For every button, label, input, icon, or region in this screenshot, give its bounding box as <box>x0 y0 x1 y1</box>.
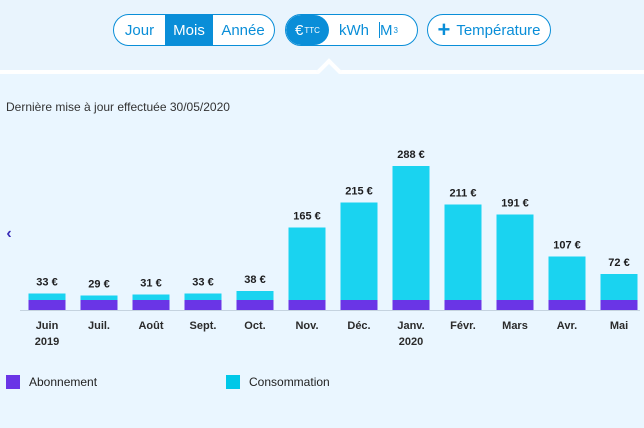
unit-separator <box>379 22 380 38</box>
bar-total-label-7: 288 € <box>397 149 425 161</box>
bar-consommation-11 <box>600 274 638 300</box>
unit-m3-sup: 3 <box>393 25 398 35</box>
bar-total-label-11: 72 € <box>608 257 629 269</box>
year-label-2020: 2020 <box>399 336 423 348</box>
bar-consommation-6 <box>340 202 378 300</box>
temperature-button[interactable]: + Température <box>427 14 551 46</box>
bar-consommation-7 <box>392 166 430 300</box>
temperature-label: Température <box>456 21 541 39</box>
unit-euro-label: € <box>295 21 304 39</box>
bar-abonnement-0 <box>28 300 66 310</box>
bar-consommation-5 <box>288 227 326 300</box>
bar-consommation-4 <box>236 291 274 300</box>
bar-abonnement-5 <box>288 300 326 310</box>
month-label-0: Juin <box>36 320 59 332</box>
plus-icon: + <box>437 17 451 42</box>
period-option-jour[interactable]: Jour <box>124 21 155 39</box>
period-option-mois[interactable]: Mois <box>165 15 213 45</box>
bar-consommation-2 <box>132 294 170 300</box>
bar-total-label-10: 107 € <box>553 240 581 252</box>
bar-total-label-6: 215 € <box>345 186 373 198</box>
bar-consommation-10 <box>548 256 586 300</box>
bar-consommation-3 <box>184 293 222 300</box>
legend-abonnement-label: Abonnement <box>29 375 98 389</box>
bar-abonnement-11 <box>600 300 638 310</box>
year-label-2019: 2019 <box>35 336 59 348</box>
month-label-2: Août <box>138 320 163 332</box>
bar-total-label-1: 29 € <box>88 279 109 291</box>
chevron-left-icon[interactable]: ‹ <box>6 225 12 242</box>
unit-option-kwh[interactable]: kWh <box>339 21 369 39</box>
bar-consommation-9 <box>496 214 534 300</box>
period-selector: Jour Mois Année <box>113 14 275 46</box>
legend-consommation[interactable]: Consommation <box>226 375 330 389</box>
bar-total-label-8: 211 € <box>450 188 477 200</box>
bar-abonnement-1 <box>80 300 118 310</box>
bar-abonnement-2 <box>132 300 170 310</box>
month-label-6: Déc. <box>347 320 370 332</box>
bar-consommation-0 <box>28 293 66 300</box>
legend-consommation-label: Consommation <box>249 375 330 389</box>
legend-consommation-swatch <box>226 375 240 389</box>
month-label-9: Mars <box>502 320 528 332</box>
unit-m3-label: M <box>380 21 393 39</box>
month-label-1: Juil. <box>88 320 110 332</box>
update-text: Dernière mise à jour effectuée 30/05/202… <box>6 100 230 114</box>
legend-abonnement-swatch <box>6 375 20 389</box>
period-option-annee[interactable]: Année <box>221 21 265 39</box>
bar-consommation-1 <box>80 295 118 300</box>
month-label-11: Mai <box>610 320 628 332</box>
bar-total-label-4: 38 € <box>244 274 265 286</box>
consumption-chart: 33 € Juin 29 € Juil. 31 € Août 33 € Sept. 38 € Oc… <box>20 149 640 348</box>
bar-total-label-5: 165 € <box>293 211 321 223</box>
unit-option-euro[interactable]: € TTC <box>286 15 329 45</box>
bar-abonnement-3 <box>184 300 222 310</box>
month-label-3: Sept. <box>190 320 217 332</box>
month-label-10: Avr. <box>557 320 577 332</box>
bar-consommation-8 <box>444 204 482 300</box>
month-label-4: Oct. <box>244 320 265 332</box>
bar-total-label-3: 33 € <box>192 277 213 289</box>
bar-total-label-0: 33 € <box>36 277 57 289</box>
unit-euro-sup: TTC <box>304 25 320 35</box>
bar-abonnement-10 <box>548 300 586 310</box>
month-label-8: Févr. <box>450 320 476 332</box>
month-label-5: Nov. <box>295 320 318 332</box>
bar-abonnement-8 <box>444 300 482 310</box>
legend-abonnement[interactable]: Abonnement <box>6 375 97 389</box>
bar-abonnement-6 <box>340 300 378 310</box>
bar-total-label-9: 191 € <box>501 198 529 210</box>
bar-abonnement-4 <box>236 300 274 310</box>
bar-abonnement-7 <box>392 300 430 310</box>
bar-total-label-2: 31 € <box>140 278 161 290</box>
month-label-7: Janv. <box>397 320 424 332</box>
bar-abonnement-9 <box>496 300 534 310</box>
